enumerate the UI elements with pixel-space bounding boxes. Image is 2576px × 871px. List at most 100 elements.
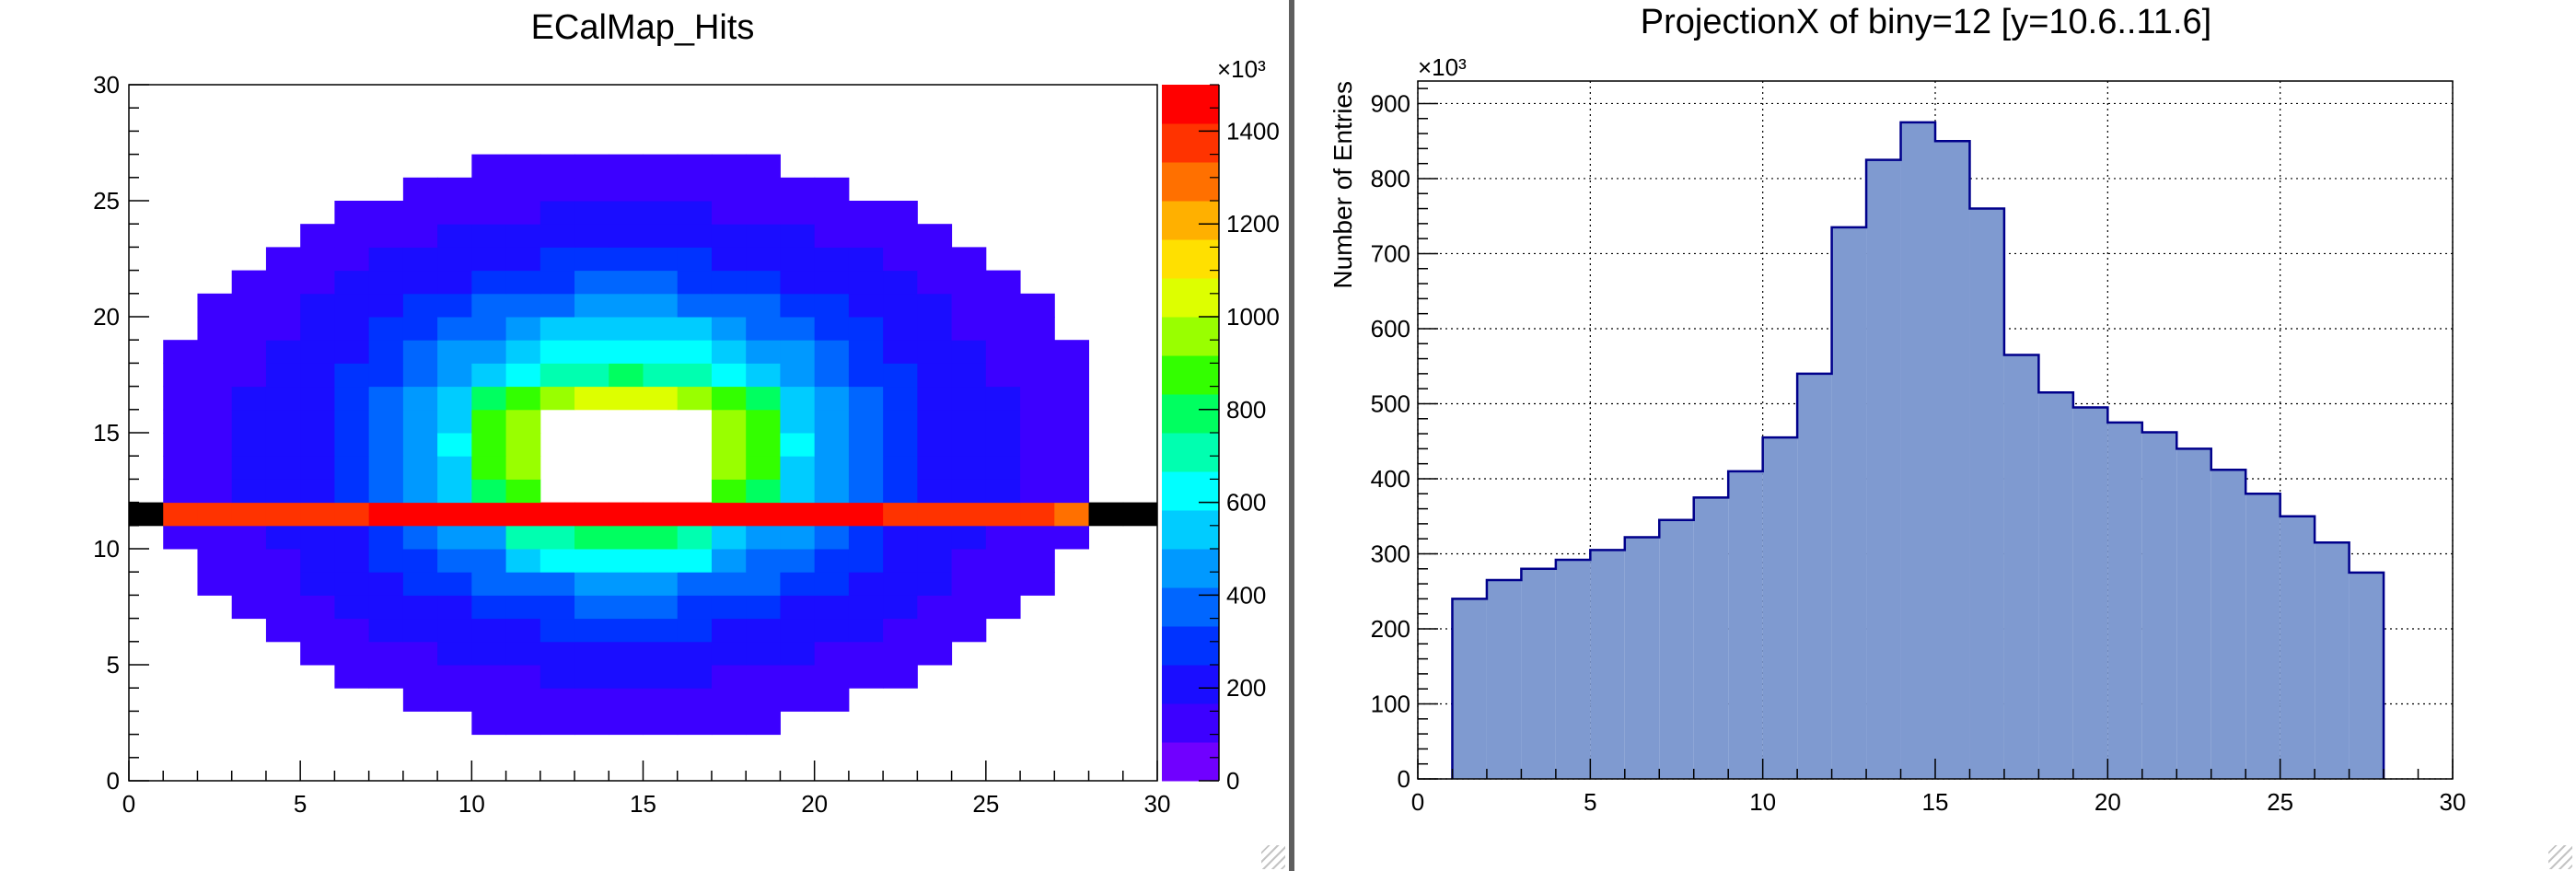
- heatmap-cell: [197, 433, 233, 457]
- heatmap-cell: [780, 641, 816, 666]
- heatmap-cell: [985, 502, 1021, 527]
- heatmap-cell: [780, 340, 816, 364]
- heatmap-cell: [780, 502, 816, 527]
- heatmap-cell: [883, 409, 918, 434]
- heatmap-cell: [711, 386, 747, 411]
- heatmap-cell: [163, 525, 198, 550]
- heatmap-cell: [402, 317, 438, 341]
- heatmap-cell: [985, 386, 1021, 411]
- heatmap-cell: [505, 549, 541, 573]
- heatmap-cell: [643, 688, 679, 712]
- heatmap-cell: [300, 433, 335, 457]
- heatmap-cell: [951, 572, 987, 596]
- heatmap-cell: [368, 456, 404, 480]
- heatmap-cell: [848, 340, 884, 364]
- heatmap-cell: [848, 247, 884, 272]
- heatmap-cell: [985, 549, 1021, 573]
- heatmap-cell: [609, 247, 644, 272]
- heatmap-cell: [231, 386, 267, 411]
- heatmap-cell: [471, 224, 507, 248]
- heatmap-cell: [643, 270, 679, 295]
- x-tick-label: 10: [1749, 788, 1776, 816]
- heatmap-cell: [574, 549, 609, 573]
- heatmap-cell: [848, 433, 884, 457]
- heatmap-cell: [814, 270, 850, 295]
- color-palette: 0 200 400 600 800 1000 1200 1400: [1162, 84, 1280, 795]
- heatmap-cell: [163, 433, 198, 457]
- heatmap-cell: [917, 595, 953, 620]
- heatmap-cell: [540, 247, 575, 272]
- y-tick-label: 100: [1371, 690, 1410, 717]
- palette-band: [1162, 587, 1219, 627]
- heatmap-cell: [574, 595, 609, 620]
- heatmap-cell: [985, 572, 1021, 596]
- resize-grip-left[interactable]: [1261, 845, 1285, 869]
- heatmap-cell: [609, 688, 644, 712]
- heatmap-cell: [471, 456, 507, 480]
- heatmap-cell: [1020, 386, 1055, 411]
- heatmap-cell: [711, 711, 747, 736]
- x-tick-label: 0: [1411, 788, 1424, 816]
- heatmap-cell: [437, 201, 472, 225]
- histogram-bar: [2003, 354, 2039, 779]
- heatmap-cell: [437, 270, 472, 295]
- heatmap-cell: [883, 618, 918, 643]
- heatmap-cell: [711, 525, 747, 550]
- heatmap-cell: [951, 293, 987, 318]
- heatmap-cell: [1020, 456, 1055, 480]
- heatmap-cell: [746, 665, 781, 689]
- heatmap-cell: [368, 641, 404, 666]
- heatmap-cell: [643, 224, 679, 248]
- heatmap-cell: [951, 340, 987, 364]
- heatmap-cell: [437, 177, 472, 202]
- heatmap-cell: [985, 525, 1021, 550]
- heatmap-cell: [471, 688, 507, 712]
- heatmap-cell: [746, 618, 781, 643]
- heatmap-cell: [677, 293, 713, 318]
- heatmap-cell: [848, 363, 884, 388]
- heatmap-cell: [883, 386, 918, 411]
- heatmap-cell: [951, 618, 987, 643]
- heatmap-cell: [917, 409, 953, 434]
- resize-grip-right[interactable]: [2548, 845, 2572, 869]
- heatmap-cell: [883, 641, 918, 666]
- histogram-bar: [2315, 542, 2350, 779]
- heatmap-cell: [402, 340, 438, 364]
- heatmap-cell: [231, 572, 267, 596]
- heatmap-cell: [609, 270, 644, 295]
- heatmap-cell: [643, 572, 679, 596]
- palette-band: [1162, 317, 1219, 356]
- heatmap-cell: [574, 293, 609, 318]
- heatmap-cell: [814, 363, 850, 388]
- y-tick-label: 15: [93, 419, 120, 447]
- heatmap-cell: [677, 154, 713, 179]
- heatmap-cell: [1054, 409, 1090, 434]
- heatmap-cell: [471, 665, 507, 689]
- pane-divider[interactable]: [1289, 0, 1294, 871]
- heatmap-cell: [677, 502, 713, 527]
- heatmap-cell: [985, 479, 1021, 504]
- heatmap-cell: [437, 456, 472, 480]
- palette-band: [1162, 201, 1219, 240]
- histogram-bar: [2141, 432, 2177, 779]
- heatmap-cell: [265, 386, 301, 411]
- heatmap-cell: [746, 154, 781, 179]
- heatmap-cell: [265, 572, 301, 596]
- heatmap-cell: [540, 224, 575, 248]
- heatmap-cell: [334, 409, 370, 434]
- palette-tick-label: 1200: [1226, 210, 1280, 238]
- heatmap-cell: [746, 224, 781, 248]
- heatmap-cell: [609, 201, 644, 225]
- heatmap-cell: [746, 247, 781, 272]
- heatmap-cell: [368, 549, 404, 573]
- heatmap-cell: [848, 525, 884, 550]
- heatmap-cell: [574, 688, 609, 712]
- heatmap-cell: [300, 595, 335, 620]
- histogram-bar: [1590, 550, 1625, 779]
- heatmap-cell: [917, 340, 953, 364]
- heatmap-cell: [711, 177, 747, 202]
- heatmap-cell: [265, 363, 301, 388]
- heatmap-cell: [505, 340, 541, 364]
- heatmap-cell: [746, 479, 781, 504]
- heatmap-cell: [231, 456, 267, 480]
